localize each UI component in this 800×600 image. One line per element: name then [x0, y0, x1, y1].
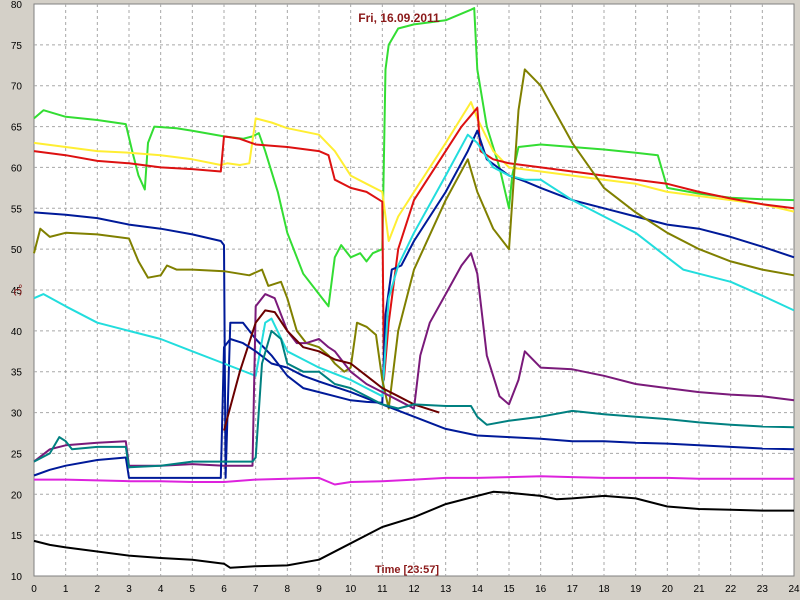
y-tick-label: 20 — [11, 490, 23, 501]
x-tick-label: 5 — [190, 584, 196, 595]
y-tick-label: 15 — [11, 531, 23, 542]
x-tick-label: 7 — [253, 584, 259, 595]
x-tick-label: 17 — [567, 584, 579, 595]
x-tick-label: 13 — [440, 584, 452, 595]
x-tick-label: 10 — [345, 584, 357, 595]
series-line-6 — [33, 68, 795, 410]
x-tick-label: 3 — [126, 584, 132, 595]
x-tick-label: 16 — [535, 584, 547, 595]
series-line-8 — [223, 309, 440, 431]
x-tick-label: 11 — [377, 584, 388, 595]
x-tick-label: 18 — [598, 584, 610, 595]
x-tick-label: 24 — [788, 584, 800, 595]
y-tick-label: 75 — [11, 41, 23, 52]
x-tick-label: 21 — [693, 584, 705, 595]
y-tick-label: 70 — [11, 82, 23, 93]
series-line-10 — [33, 329, 795, 469]
y-axis-label: °C — [11, 284, 23, 296]
series-line-4 — [33, 129, 795, 479]
x-tick-label: 4 — [158, 584, 164, 595]
series-layer — [33, 7, 795, 569]
x-tick-label: 2 — [95, 584, 101, 595]
series-line-12 — [33, 490, 794, 569]
y-tick-label: 80 — [11, 0, 23, 11]
series-line-7 — [33, 252, 795, 467]
x-tick-label: 9 — [316, 584, 322, 595]
y-tick-label: 40 — [11, 327, 23, 338]
x-tick-label: 1 — [63, 584, 69, 595]
chart-title: Fri, 16.09.2011 — [358, 11, 440, 25]
y-tick-label: 45 — [11, 286, 23, 297]
y-tick-label: 25 — [11, 449, 23, 460]
y-tick-label: 35 — [11, 368, 23, 379]
x-tick-label: 6 — [221, 584, 227, 595]
series-line-1 — [33, 7, 795, 308]
series-line-9 — [33, 338, 795, 479]
axis-ticks: 0 1 2 3 4 5 6 7 8 9 10 11 12 13 14 15 16 17 18 19 20 21 22 23 24… — [11, 0, 800, 595]
x-tick-label: 19 — [630, 584, 642, 595]
x-tick-label: 12 — [408, 584, 420, 595]
y-tick-label: 10 — [11, 572, 23, 583]
x-tick-label: 23 — [757, 584, 769, 595]
x-tick-label: 20 — [662, 584, 674, 595]
y-tick-label: 30 — [11, 409, 23, 420]
series-line-5 — [33, 133, 795, 398]
x-axis-label: Time [23:57] — [375, 564, 439, 576]
x-tick-label: 15 — [503, 584, 515, 595]
x-tick-label: 14 — [472, 584, 484, 595]
series-line-2 — [33, 101, 795, 242]
y-tick-label: 50 — [11, 245, 23, 256]
y-tick-label: 65 — [11, 123, 23, 134]
x-tick-label: 22 — [725, 584, 737, 595]
y-tick-label: 60 — [11, 163, 23, 174]
x-tick-label: 8 — [285, 584, 291, 595]
x-tick-label: 0 — [31, 584, 37, 595]
series-line-3 — [33, 106, 795, 381]
y-tick-label: 55 — [11, 204, 23, 215]
series-line-11 — [34, 475, 794, 486]
